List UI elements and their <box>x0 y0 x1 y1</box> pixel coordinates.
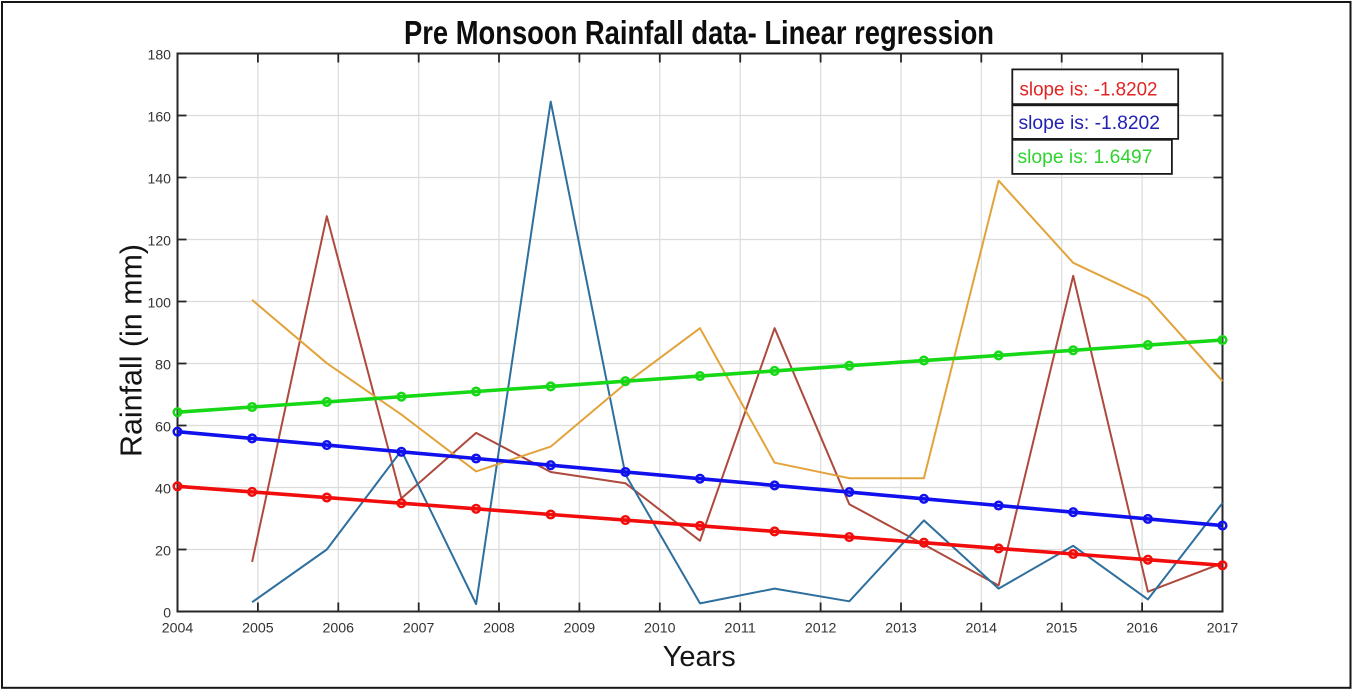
svg-text:2011: 2011 <box>724 620 756 636</box>
svg-text:40: 40 <box>155 481 171 497</box>
svg-text:Pre Monsoon Rainfall data- Lin: Pre Monsoon Rainfall data- Linear regres… <box>404 14 994 51</box>
svg-text:100: 100 <box>148 295 172 311</box>
svg-text:2005: 2005 <box>242 620 274 636</box>
svg-text:0: 0 <box>163 605 171 621</box>
svg-text:slope is: 1.6497: slope is: 1.6497 <box>1018 146 1153 168</box>
svg-text:2012: 2012 <box>805 620 837 636</box>
svg-text:Years: Years <box>663 641 736 673</box>
svg-text:slope is: -1.8202: slope is: -1.8202 <box>1020 78 1158 100</box>
svg-text:slope is: -1.8202: slope is: -1.8202 <box>1019 112 1161 134</box>
svg-text:180: 180 <box>148 47 172 63</box>
svg-text:2008: 2008 <box>483 620 515 636</box>
svg-text:160: 160 <box>148 109 172 125</box>
svg-text:2006: 2006 <box>323 620 355 636</box>
svg-text:2015: 2015 <box>1046 620 1078 636</box>
svg-text:2014: 2014 <box>966 620 998 636</box>
svg-text:2013: 2013 <box>885 620 917 636</box>
svg-text:120: 120 <box>148 233 172 249</box>
svg-text:2009: 2009 <box>564 620 596 636</box>
svg-text:140: 140 <box>148 171 172 187</box>
svg-text:2007: 2007 <box>403 620 435 636</box>
svg-text:2004: 2004 <box>162 620 194 636</box>
svg-text:2010: 2010 <box>644 620 676 636</box>
svg-text:Rainfall (in mm): Rainfall (in mm) <box>114 244 149 457</box>
svg-text:80: 80 <box>155 357 171 373</box>
svg-text:2016: 2016 <box>1126 620 1158 636</box>
svg-text:2017: 2017 <box>1207 620 1239 636</box>
svg-text:20: 20 <box>155 543 171 559</box>
svg-text:60: 60 <box>155 419 171 435</box>
